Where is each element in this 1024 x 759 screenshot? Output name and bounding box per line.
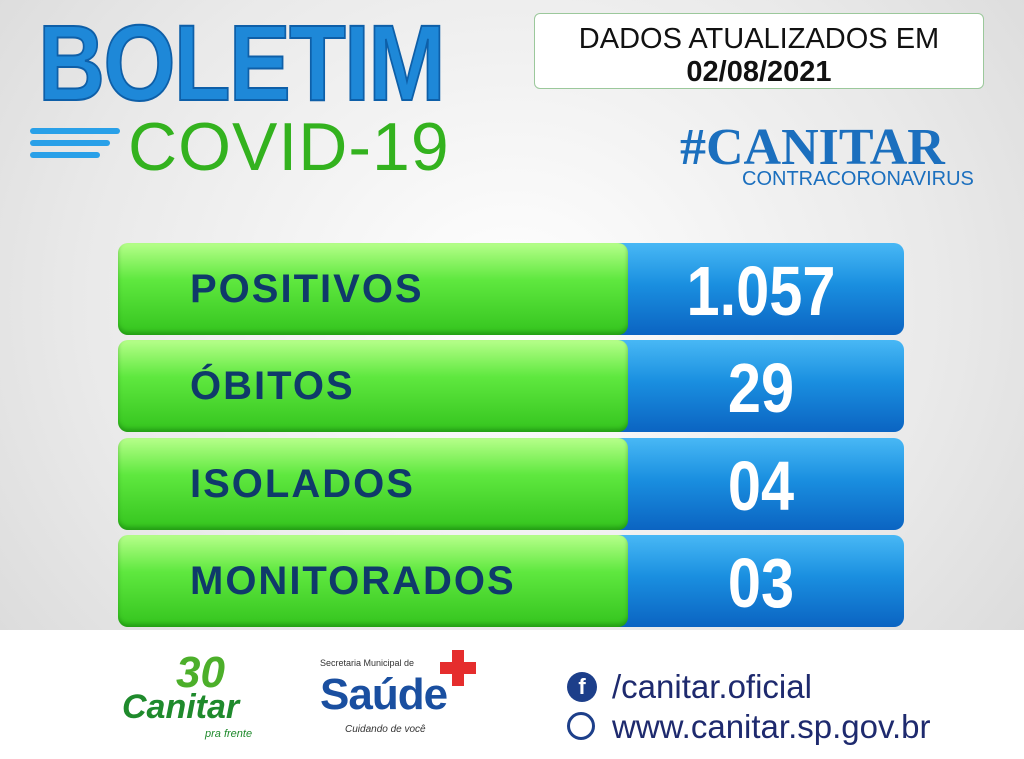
label-cell (118, 438, 628, 530)
row-label: POSITIVOS (190, 267, 424, 311)
decor (30, 140, 110, 146)
web-icon (567, 712, 595, 740)
facebook-icon: f (567, 672, 597, 702)
logo-number: 30 (176, 648, 225, 697)
facebook[interactable]: /canitar.oficial (612, 668, 812, 705)
title: BOLETIM (37, 1, 446, 124)
label-cell (118, 243, 628, 335)
row-label: ÓBITOS (190, 364, 355, 408)
health-name: Saúde (320, 670, 448, 719)
value-cell (618, 340, 904, 432)
table-row: MONITORADOS 03 (118, 535, 904, 627)
logo-slogan: pra frente (205, 728, 253, 740)
logo-city: Canitar (122, 688, 240, 726)
footer: 30 Canitar pra frente Secretaria Municip… (0, 630, 1024, 759)
update-date: 02/08/2021 (686, 56, 832, 88)
value-cell (618, 535, 904, 627)
label-cell (118, 535, 628, 627)
update-label: DADOS ATUALIZADOS EM (578, 23, 940, 55)
health-slogan: Cuidando de você (345, 724, 426, 735)
row-value: 03 (727, 544, 795, 622)
value-cell (618, 438, 904, 530)
row-label: MONITORADOS (190, 559, 516, 603)
table-row: ÓBITOS 29 (118, 340, 904, 432)
value-cell (618, 243, 904, 335)
row-value: 1.057 (686, 252, 836, 330)
row-label: ISOLADOS (190, 462, 415, 506)
hashtag: #CANITAR (680, 119, 945, 176)
health-top: Secretaria Municipal de (320, 658, 415, 668)
health-cross (440, 650, 476, 686)
table-row: POSITIVOS 1.057 (118, 243, 904, 335)
row-value: 29 (727, 349, 795, 427)
row-value: 04 (727, 447, 795, 525)
decor (30, 152, 100, 158)
label-cell (118, 340, 628, 432)
decor (30, 128, 120, 134)
hashtag-sub: CONTRACORONAVIRUS (742, 168, 974, 190)
subtitle: COVID-19 (128, 109, 450, 185)
website[interactable]: www.canitar.sp.gov.br (612, 708, 931, 745)
table-row: ISOLADOS 04 (118, 438, 904, 530)
update-box: DADOS ATUALIZADOS EM 02/08/2021 (534, 13, 984, 89)
